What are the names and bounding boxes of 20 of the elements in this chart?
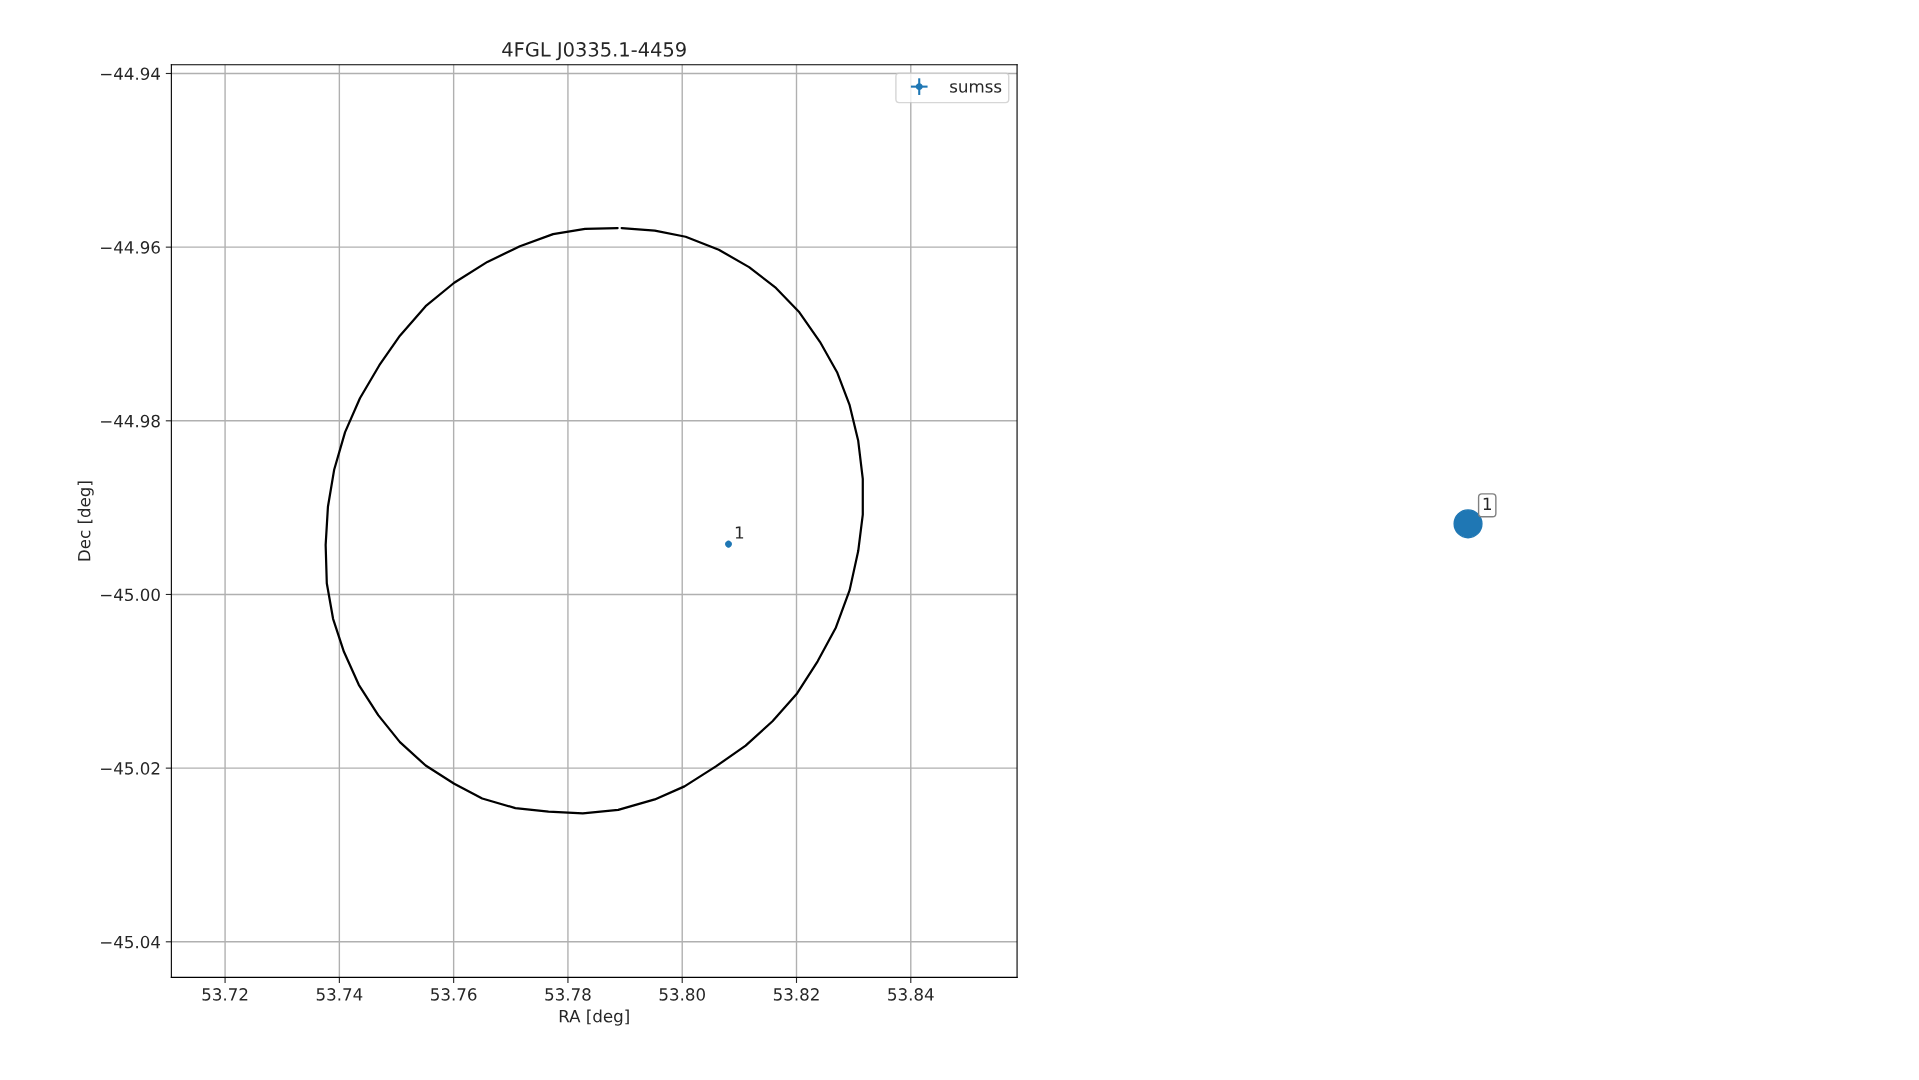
annotation: 1	[735, 526, 744, 539]
y-tick-label: −45.04	[101, 935, 161, 949]
x-tick-label: 53.72	[202, 988, 248, 1001]
text: 1	[1483, 497, 1491, 510]
y-axis-title: Dec [deg]	[77, 481, 94, 561]
x-tick-label: 53.78	[545, 988, 591, 1001]
x-tick-label: 53.80	[659, 988, 705, 1001]
y-tick-label: −44.96	[101, 241, 160, 254]
x-tick-label: 53.82	[773, 988, 819, 1001]
y-tick-label: −45.00	[101, 588, 160, 602]
legend-label: sumss	[950, 83, 1002, 93]
x-tick-label: 53.76	[431, 988, 477, 1001]
x-axis-title: RA [deg]	[559, 1009, 629, 1026]
y-tick-label: −44.98	[101, 414, 160, 428]
x-tick-label: 53.74	[316, 988, 363, 1001]
y-tick-label: −45.02	[101, 762, 160, 775]
line-series	[324, 226, 864, 815]
y-tick-label: −44.94	[101, 67, 161, 81]
x-tick-label: 53.84	[888, 988, 934, 1001]
chart-title: 4FGL J0335.1-4459	[502, 42, 686, 61]
